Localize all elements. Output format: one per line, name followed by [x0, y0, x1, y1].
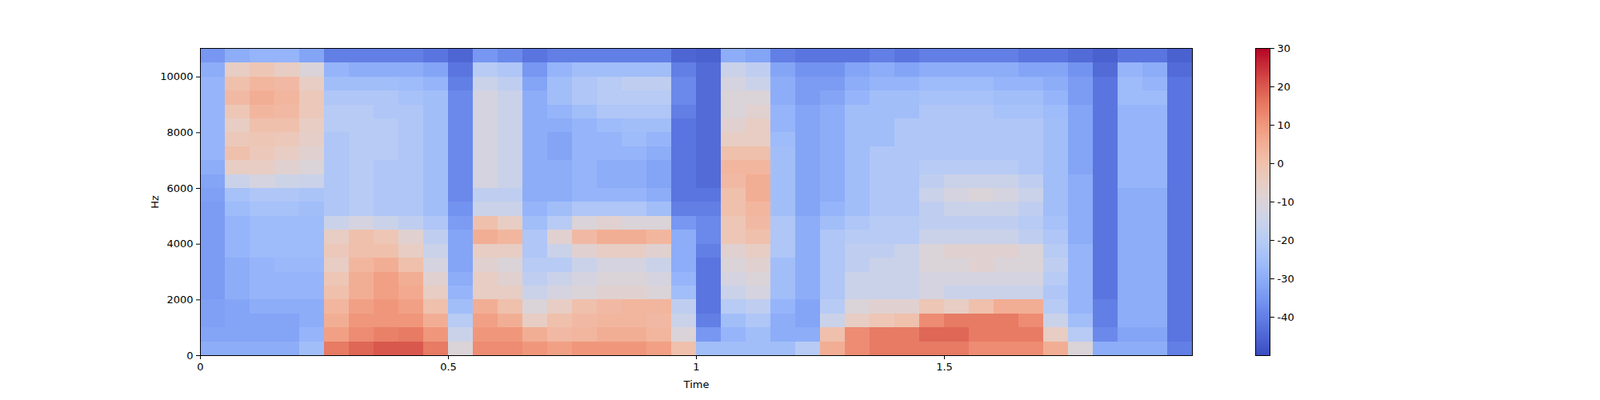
svg-text:Hz: Hz [148, 195, 161, 209]
svg-text:6000: 6000 [166, 182, 193, 195]
svg-text:-40: -40 [1277, 311, 1295, 324]
svg-text:-10: -10 [1277, 196, 1295, 208]
svg-text:1: 1 [692, 360, 700, 373]
svg-text:8000: 8000 [166, 126, 193, 139]
svg-text:Time: Time [683, 378, 710, 391]
svg-text:-30: -30 [1277, 272, 1295, 285]
svg-text:10: 10 [1277, 119, 1292, 132]
svg-text:30: 30 [1277, 42, 1292, 55]
svg-text:0: 0 [1277, 157, 1284, 170]
svg-text:-20: -20 [1277, 234, 1295, 247]
svg-text:4000: 4000 [166, 237, 193, 250]
svg-text:0.5: 0.5 [440, 360, 457, 373]
svg-text:2000: 2000 [166, 293, 193, 306]
svg-text:1.5: 1.5 [936, 360, 953, 373]
svg-text:0: 0 [186, 349, 193, 362]
svg-text:0: 0 [196, 360, 204, 373]
svg-text:10000: 10000 [160, 70, 193, 83]
svg-text:20: 20 [1277, 80, 1292, 93]
